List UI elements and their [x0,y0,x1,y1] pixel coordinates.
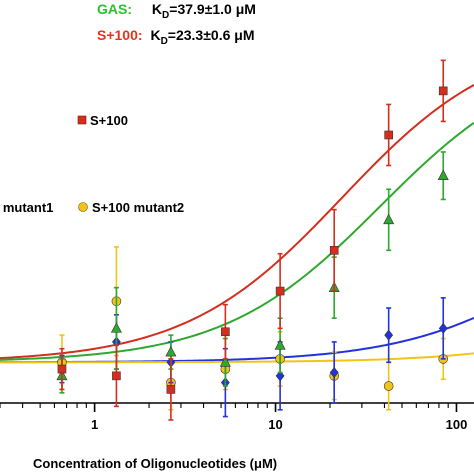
point-s0-1 [112,344,121,408]
x-tick-label-0: 1 [91,417,98,432]
kd-annotation-s100: S+100: KD=23.3±0.6 μM [97,27,254,47]
legend: S+100 0 mutant1 S+100 mutant2 [0,113,184,215]
marker-diamond [329,366,339,378]
legend-label-mutant1: 0 mutant1 [0,200,53,215]
marker-square [275,286,285,296]
x-tick-label-2: 100 [446,417,468,432]
x-tick-label-1: 10 [268,417,282,432]
point-s0-3 [221,303,230,360]
legend-label-mutant2: S+100 mutant2 [92,200,184,215]
point-s0-0 [57,347,67,391]
marker-triangle [383,213,395,225]
fit-curve-1 [0,121,474,361]
marker-triangle [437,169,449,181]
point-s2-7 [438,297,448,360]
fit-curve-3 [0,352,474,364]
marker-square [438,86,448,96]
kd-s100-name: S+100 [97,27,138,43]
marker-triangle [274,339,286,350]
point-s1-7 [437,151,449,201]
marker-triangle [110,322,122,333]
marker-diamond [384,329,394,341]
fit-curve-0 [0,84,474,360]
legend-marker-s100 [77,115,87,125]
kd-annotation-gas: GAS: KD=37.9±1.0 μM [97,1,256,21]
fit-curves [0,84,474,364]
marker-diamond [275,370,285,382]
point-s2-5 [329,341,339,404]
marker-diamond [438,322,448,334]
marker-square [166,385,176,394]
point-s1-3 [219,337,231,387]
marker-square [384,130,393,140]
marker-triangle [165,345,177,357]
marker-square [112,371,121,381]
point-s0-7 [438,59,448,123]
marker-square [329,246,339,255]
marker-square [221,327,230,337]
marker-circle [383,381,394,391]
point-s0-2 [166,358,176,421]
point-s0-4 [275,252,285,330]
marker-triangle [219,356,231,367]
point-s2-6 [384,307,394,364]
point-s1-6 [383,188,395,252]
kd-gas-name: GAS [97,1,127,17]
legend-label-s100: S+100 [90,113,128,128]
legend-marker-mutant2 [78,202,88,212]
point-s0-6 [384,103,393,167]
x-axis: 1 10 100 [0,402,474,432]
point-s0-5 [329,208,339,292]
x-axis-title: Concentration of Oligonucleotides (μM) [33,456,277,471]
data-points [56,59,449,421]
marker-square [57,364,67,374]
